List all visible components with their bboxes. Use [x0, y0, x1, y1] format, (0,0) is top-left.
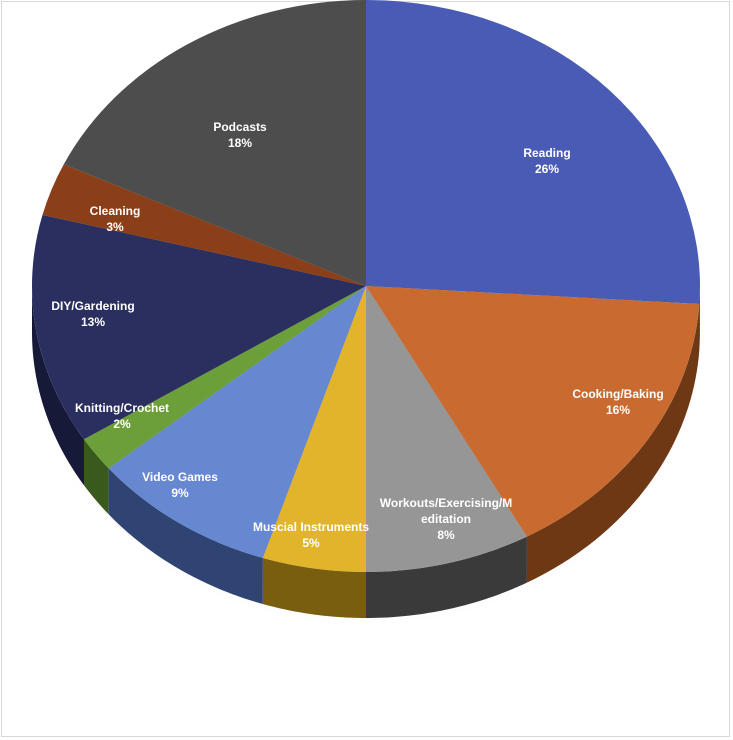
pie-sides — [32, 286, 700, 618]
data-label-value: 18% — [228, 136, 252, 150]
data-label-category: DIY/Gardening — [51, 299, 134, 313]
pie-slice-reading — [366, 0, 700, 304]
data-label-category: Workouts/Exercising/M — [380, 496, 512, 510]
data-label-value: 2% — [113, 417, 131, 431]
data-label-value: 8% — [437, 528, 455, 542]
data-label-value: 5% — [302, 536, 320, 550]
pie-tops — [31, 0, 700, 572]
data-label-value: 16% — [606, 403, 630, 417]
pie-slice-knitting-crochet — [83, 286, 367, 469]
pie-side-reading — [699, 286, 700, 350]
pie-side-video-games — [108, 468, 263, 604]
pie-side-diy-gardening — [32, 286, 84, 486]
pie-side-muscial-instruments — [262, 558, 366, 618]
pie-slice-diy-gardening — [31, 214, 366, 440]
data-label-category: Reading — [523, 146, 570, 160]
pie-slice-workouts-exercising-meditation — [366, 286, 527, 572]
data-label-video-games: Video Games 9% — [142, 470, 218, 500]
data-label-category: Cooking/Baking — [572, 387, 663, 401]
data-label-category: Video Games — [142, 470, 218, 484]
data-label-workouts-exercising-meditation: Workouts/Exercising/M editation 8% — [380, 496, 512, 542]
pie-slice-muscial-instruments — [262, 286, 366, 572]
pie-slice-cooking-baking — [366, 286, 700, 537]
pie-slice-video-games — [108, 286, 367, 558]
pie-side-knitting-crochet — [83, 439, 109, 515]
data-label-podcasts: Podcasts 18% — [213, 120, 267, 150]
data-label-value: 3% — [106, 220, 124, 234]
data-label-reading: Reading 26% — [523, 146, 570, 176]
data-label-cleaning: Cleaning 3% — [90, 204, 141, 234]
data-label-cooking-baking: Cooking/Baking 16% — [572, 387, 663, 417]
data-label-knitting-crochet: Knitting/Crochet 2% — [75, 401, 169, 431]
pie-side-cooking-baking — [526, 303, 700, 583]
pie-side-workouts-exercising-meditation — [366, 536, 527, 618]
data-label-category: Muscial Instruments — [253, 520, 369, 534]
data-label-value: 13% — [81, 315, 105, 329]
pie-slice-podcasts — [63, 0, 366, 286]
data-label-value: 26% — [535, 162, 559, 176]
data-label-category: Podcasts — [213, 120, 267, 134]
data-label-value: 9% — [171, 486, 189, 500]
data-label-category: editation — [421, 512, 471, 526]
pie-labels: Reading 26% Cooking/Baking 16% Workouts/Exer… — [51, 120, 663, 550]
data-label-category: Cleaning — [90, 204, 141, 218]
data-label-category: Knitting/Crochet — [75, 401, 169, 415]
data-label-diy-gardening: DIY/Gardening 13% — [51, 299, 134, 329]
pie-slice-cleaning — [42, 164, 367, 286]
data-label-muscial-instruments: Muscial Instruments 5% — [253, 520, 369, 550]
